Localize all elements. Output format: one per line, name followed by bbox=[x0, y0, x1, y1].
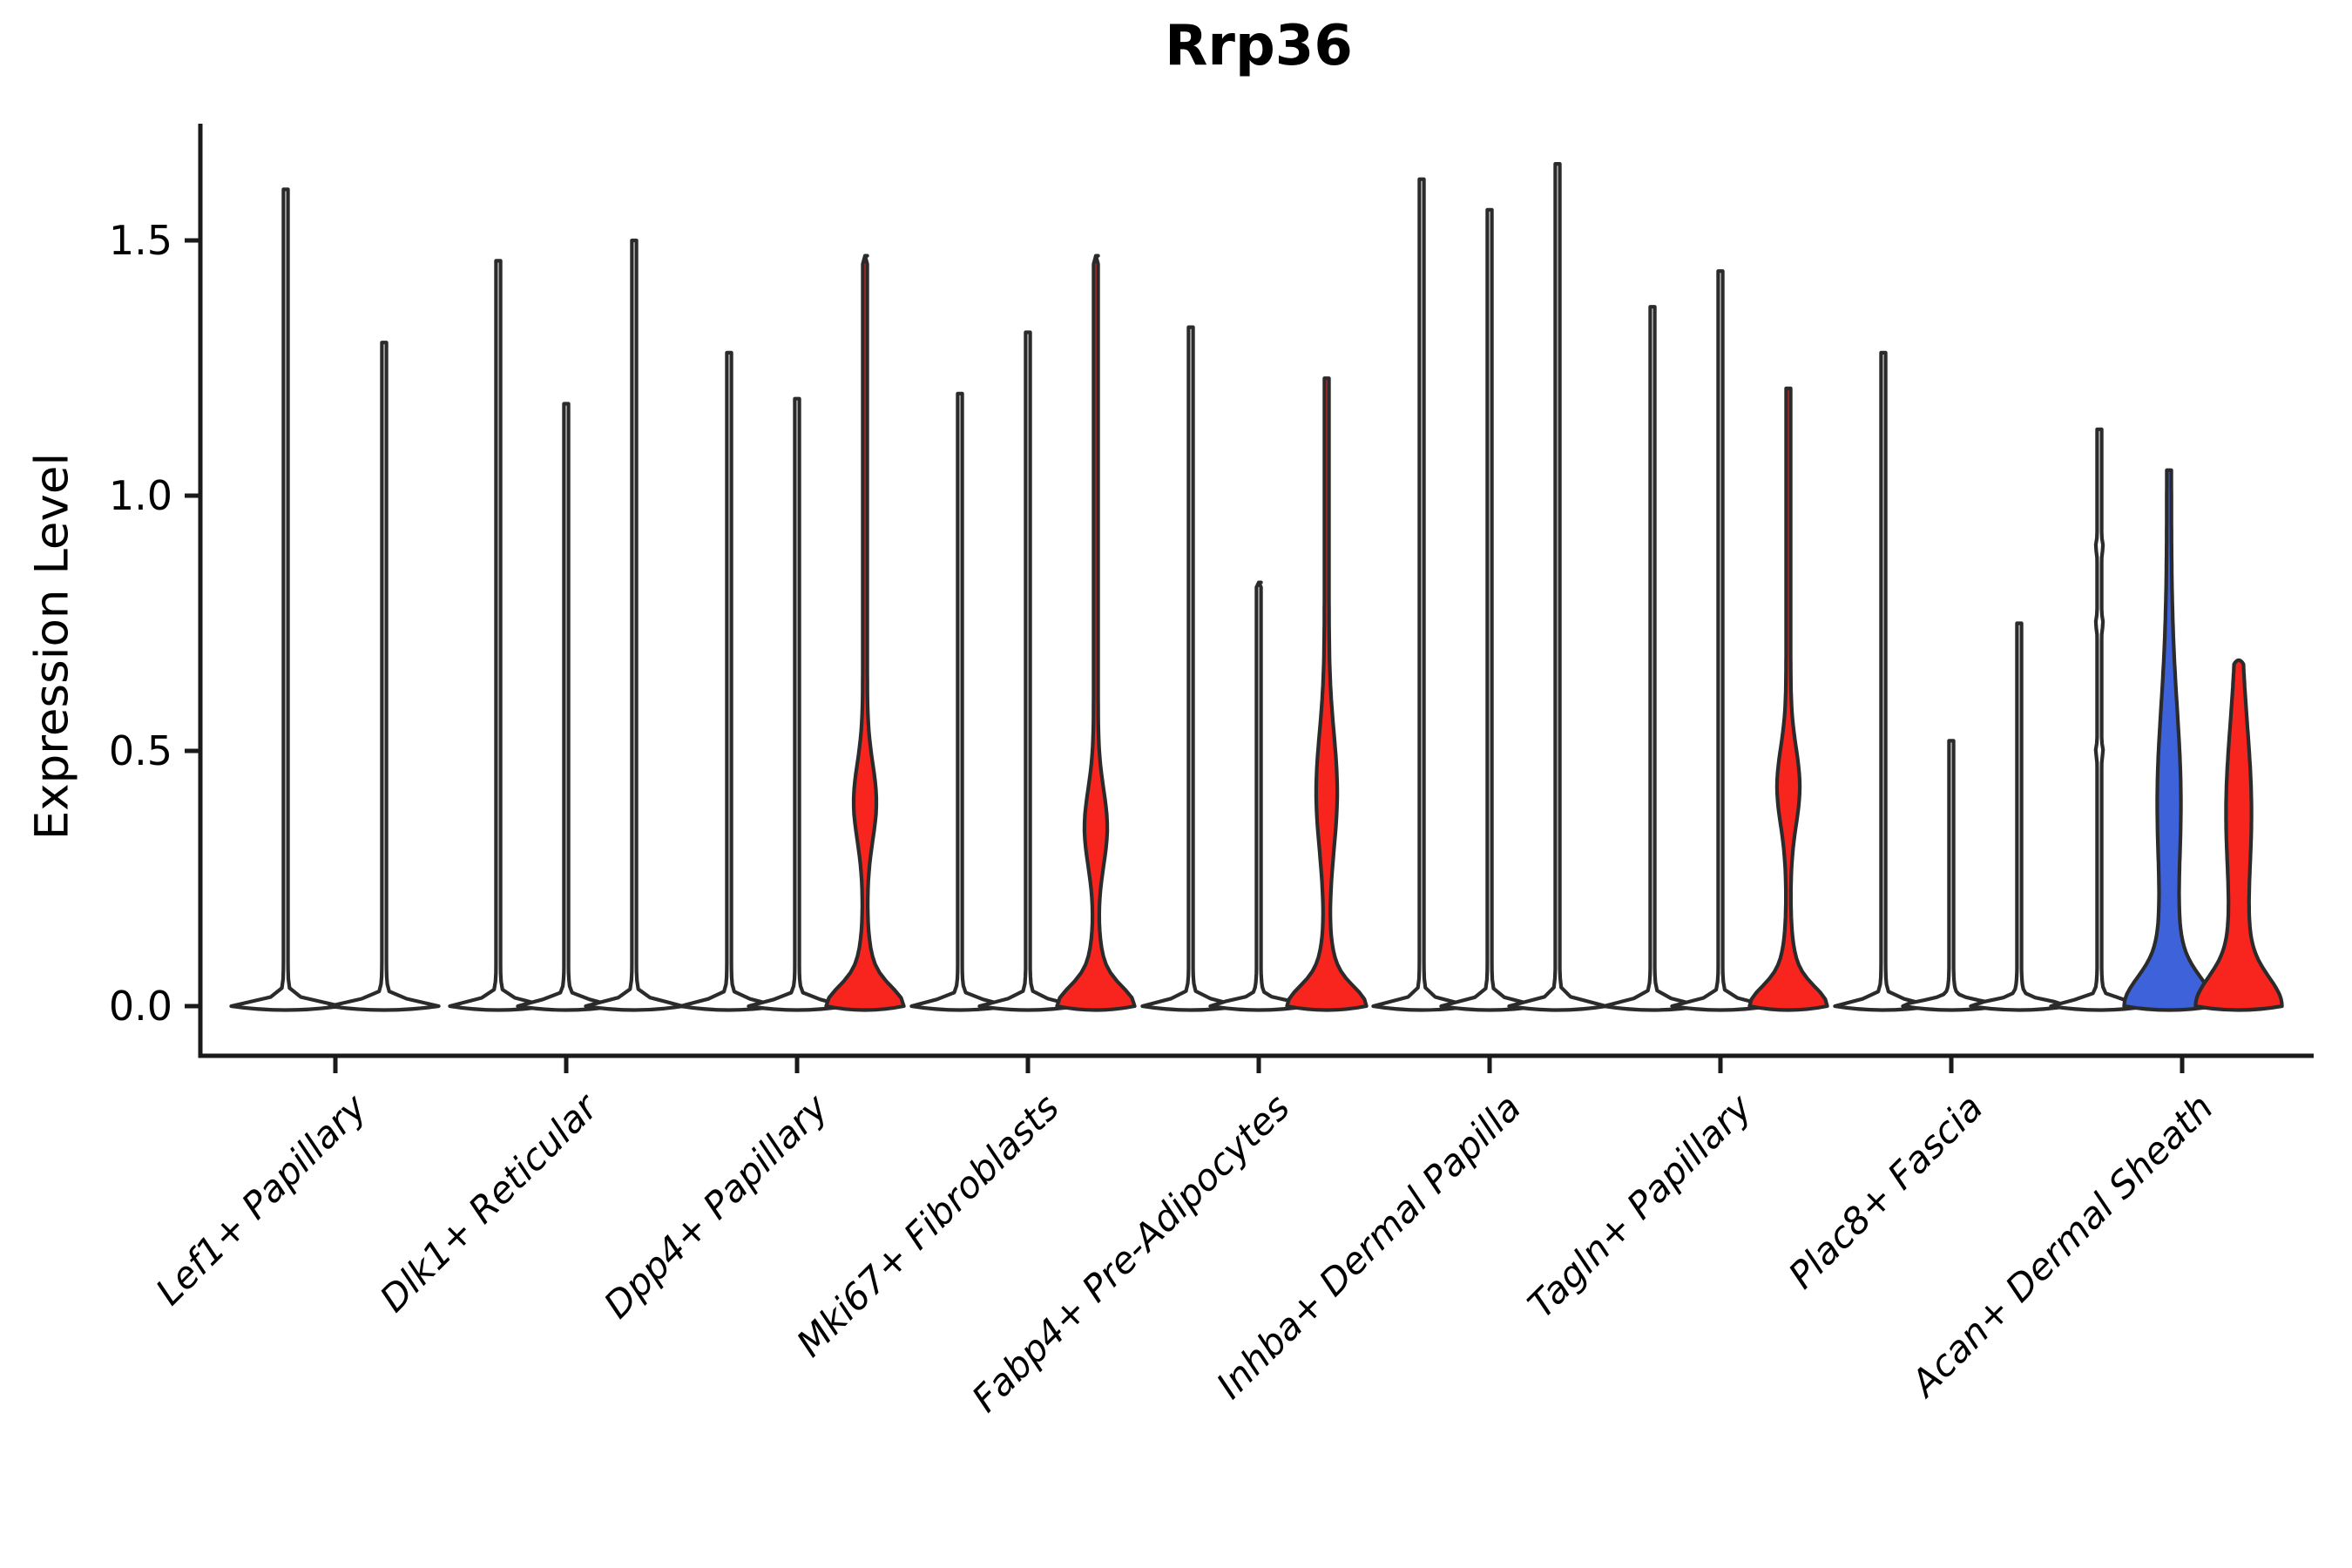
violin-3-1 bbox=[977, 330, 1078, 1012]
violin-2-0 bbox=[679, 350, 780, 1012]
violin-2-1 bbox=[747, 396, 848, 1012]
violin-8-1 bbox=[2122, 468, 2216, 1012]
violin-8-2 bbox=[2193, 658, 2284, 1012]
violin-1-2 bbox=[584, 238, 685, 1012]
violin-5-1 bbox=[1439, 207, 1540, 1012]
violin-7-2 bbox=[1969, 621, 2070, 1012]
violin-5-2 bbox=[1507, 162, 1608, 1012]
violin-2-2 bbox=[824, 253, 906, 1012]
y-tick-label-0.0: 0.0 bbox=[108, 983, 172, 1030]
chart-title: Rrp36 bbox=[1165, 14, 1353, 78]
y-tick-label-1.5: 1.5 bbox=[108, 217, 172, 264]
y-tick-label-0.5: 0.5 bbox=[108, 727, 172, 774]
violin-6-1 bbox=[1670, 269, 1771, 1012]
violin-3-2 bbox=[1055, 253, 1137, 1012]
y-tick-label-1.0: 1.0 bbox=[108, 472, 172, 519]
violin-8-0 bbox=[2049, 427, 2150, 1012]
violin-7-1 bbox=[1901, 739, 2002, 1012]
violin-4-2 bbox=[1285, 376, 1369, 1012]
violin-4-0 bbox=[1140, 325, 1241, 1012]
violin-1-1 bbox=[516, 402, 617, 1012]
violin-7-0 bbox=[1833, 350, 1934, 1012]
violin-3-0 bbox=[909, 391, 1010, 1012]
violin-0-1 bbox=[328, 341, 441, 1012]
violin-1-0 bbox=[448, 259, 549, 1012]
violin-6-0 bbox=[1602, 305, 1703, 1012]
violin-0-0 bbox=[229, 187, 342, 1012]
violin-4-1 bbox=[1208, 580, 1309, 1012]
violin-5-0 bbox=[1371, 177, 1472, 1012]
violin-6-2 bbox=[1747, 386, 1829, 1012]
